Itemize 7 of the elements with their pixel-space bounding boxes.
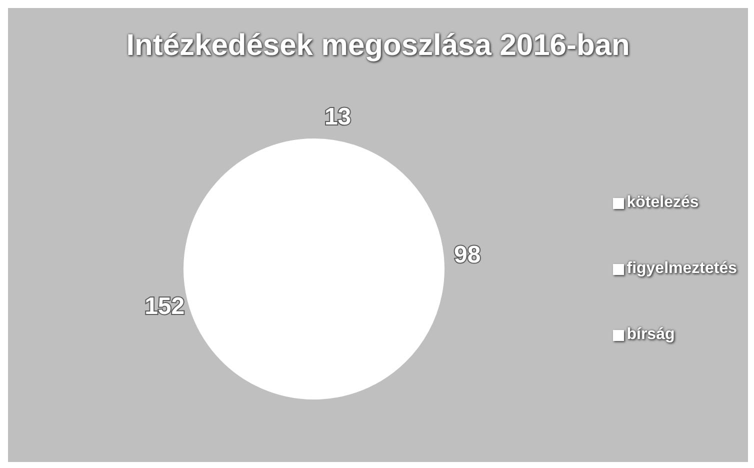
data-label: 98 xyxy=(454,242,481,269)
legend-label: kötelezés xyxy=(626,194,700,212)
data-label: 152 xyxy=(144,292,185,320)
chart-title: Intézkedések megoszlása 2016-ban xyxy=(125,28,631,64)
legend-label: figyelmeztetés xyxy=(626,260,737,278)
data-label: 13 xyxy=(324,103,352,130)
legend-label: bírság xyxy=(626,326,676,344)
